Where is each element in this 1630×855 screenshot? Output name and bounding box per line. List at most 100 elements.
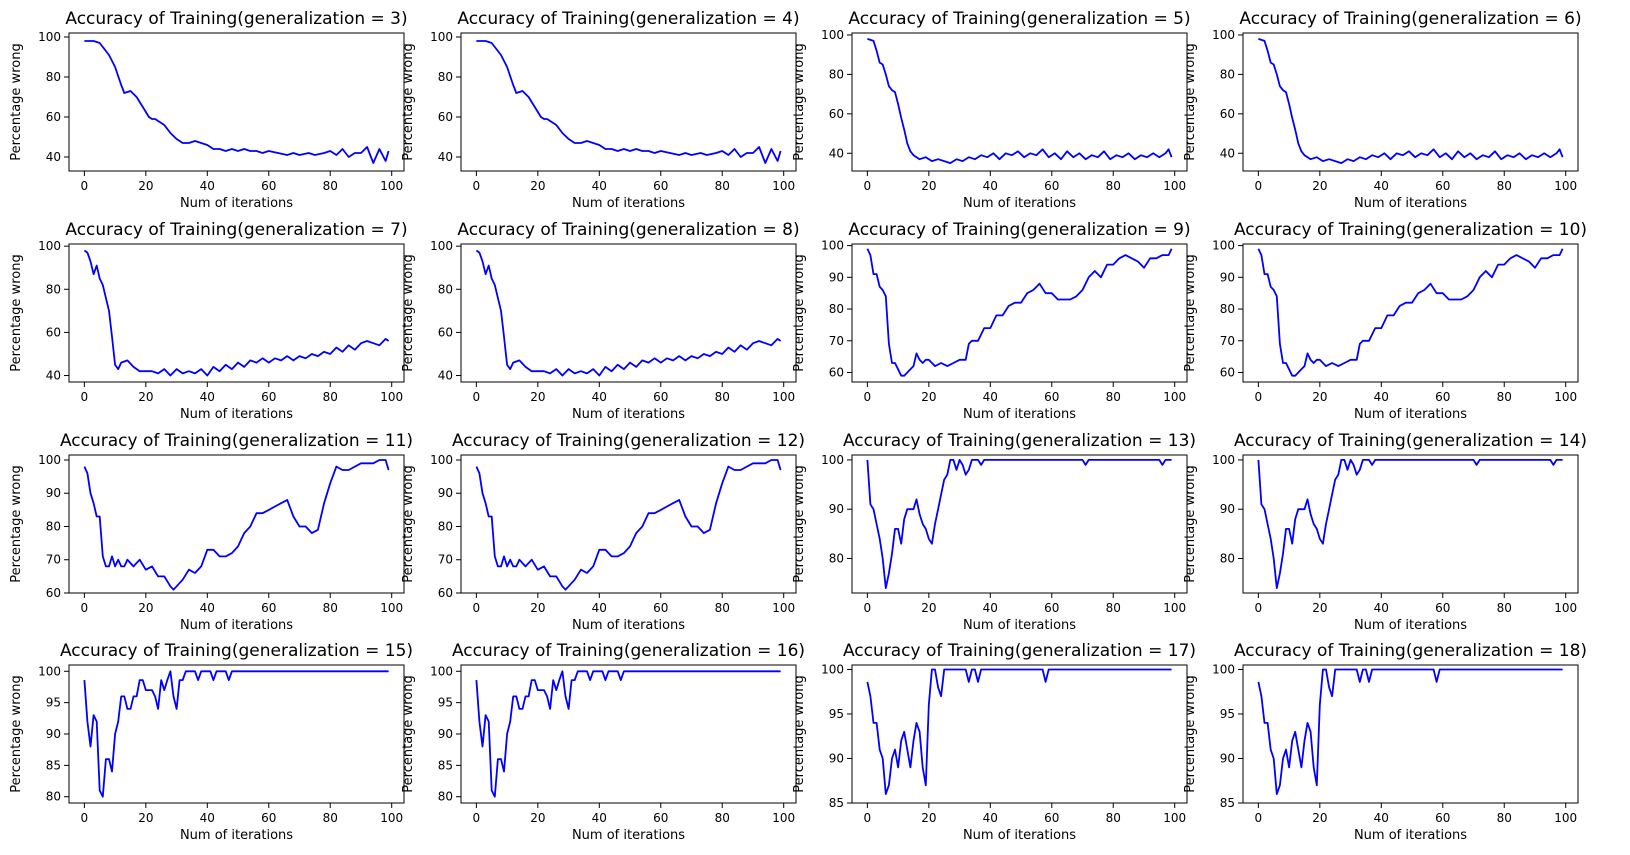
x-tick-label: 80 xyxy=(323,811,338,825)
x-tick-label: 0 xyxy=(473,601,481,615)
x-tick-label: 0 xyxy=(1255,811,1263,825)
y-tick-label: 90 xyxy=(438,486,453,500)
x-tick-label: 0 xyxy=(473,811,481,825)
y-tick-label: 100 xyxy=(1212,453,1235,467)
x-axis-label: Num of iterations xyxy=(180,828,293,843)
x-tick-label: 40 xyxy=(200,601,215,615)
x-tick-label: 80 xyxy=(1106,601,1121,615)
axes-frame xyxy=(460,32,797,172)
y-tick-label: 70 xyxy=(829,334,844,348)
axes-frame xyxy=(460,454,797,594)
y-tick-label: 60 xyxy=(829,365,844,379)
x-tick-label: 60 xyxy=(1435,601,1450,615)
axes-frame xyxy=(68,32,405,172)
x-tick-label: 80 xyxy=(323,179,338,193)
y-tick-label: 100 xyxy=(821,453,844,467)
y-tick-label: 100 xyxy=(430,239,453,253)
y-tick-label: 100 xyxy=(821,239,844,253)
series-line xyxy=(866,458,1172,589)
chart-title: Accuracy of Training(generalization = 16… xyxy=(452,641,805,661)
subplot-4: 0 20 40 60 80 100 40 60 80 100 Accuracy of Trainin… xyxy=(1183,9,1582,211)
x-tick-label: 100 xyxy=(772,179,795,193)
x-tick-label: 100 xyxy=(1163,390,1186,404)
y-axis-label: Percentage wrong xyxy=(9,254,24,371)
y-tick-label: 100 xyxy=(1212,28,1235,42)
y-tick-label: 90 xyxy=(829,502,844,516)
series-line xyxy=(867,38,1173,165)
subplot-11: 0 20 40 60 80 100 80 90 100 Accuracy of Training(… xyxy=(792,431,1196,633)
chart-title: Accuracy of Training(generalization = 11… xyxy=(60,431,413,451)
x-tick-label: 0 xyxy=(81,811,89,825)
series-line xyxy=(866,668,1172,795)
x-tick-label: 80 xyxy=(1106,811,1121,825)
x-tick-label: 80 xyxy=(715,811,730,825)
y-tick-label: 100 xyxy=(1212,239,1235,253)
y-tick-label: 60 xyxy=(46,325,61,339)
x-tick-label: 100 xyxy=(380,811,403,825)
x-tick-label: 80 xyxy=(323,390,338,404)
axes-frame xyxy=(851,664,1188,804)
x-tick-label: 80 xyxy=(1106,390,1121,404)
series-line xyxy=(1257,458,1563,589)
x-tick-label: 20 xyxy=(921,601,936,615)
y-axis-label: Percentage wrong xyxy=(9,43,24,160)
y-tick-label: 70 xyxy=(438,553,453,567)
y-tick-label: 95 xyxy=(829,707,844,721)
chart-title: Accuracy of Training(generalization = 7) xyxy=(65,220,407,240)
x-axis-label: Num of iterations xyxy=(180,407,293,422)
x-tick-label: 60 xyxy=(1435,390,1450,404)
y-tick-label: 60 xyxy=(829,107,844,121)
x-tick-label: 100 xyxy=(380,601,403,615)
x-tick-label: 40 xyxy=(983,811,998,825)
y-tick-label: 90 xyxy=(46,727,61,741)
y-tick-label: 80 xyxy=(438,70,453,84)
y-tick-label: 100 xyxy=(821,28,844,42)
x-tick-label: 20 xyxy=(138,811,153,825)
x-tick-label: 100 xyxy=(772,601,795,615)
y-tick-label: 80 xyxy=(46,282,61,296)
x-axis-label: Num of iterations xyxy=(1354,828,1467,843)
subplot-3: 0 20 40 60 80 100 40 60 80 100 Accuracy of Trainin… xyxy=(792,9,1191,211)
x-tick-label: 40 xyxy=(1374,179,1389,193)
x-axis-label: Num of iterations xyxy=(1354,407,1467,422)
x-tick-label: 100 xyxy=(380,179,403,193)
x-tick-label: 20 xyxy=(530,601,545,615)
subplot-7: 0 20 40 60 80 100 60 70 80 90 100 Accuracy of Train… xyxy=(792,220,1191,422)
y-tick-label: 100 xyxy=(38,239,61,253)
x-tick-label: 40 xyxy=(200,390,215,404)
y-tick-label: 60 xyxy=(438,325,453,339)
y-tick-label: 60 xyxy=(1220,107,1235,121)
x-tick-label: 0 xyxy=(864,179,872,193)
y-tick-label: 95 xyxy=(438,696,453,710)
chart-title: Accuracy of Training(generalization = 6) xyxy=(1239,9,1581,29)
y-tick-label: 80 xyxy=(46,70,61,84)
chart-title: Accuracy of Training(generalization = 8) xyxy=(457,220,799,240)
x-axis-label: Num of iterations xyxy=(963,407,1076,422)
y-tick-label: 90 xyxy=(1220,502,1235,516)
x-tick-label: 100 xyxy=(1163,601,1186,615)
x-axis-label: Num of iterations xyxy=(572,618,685,633)
x-tick-label: 80 xyxy=(1497,601,1512,615)
y-tick-label: 100 xyxy=(821,662,844,676)
x-tick-label: 60 xyxy=(653,179,668,193)
series-line xyxy=(83,459,390,591)
x-tick-label: 80 xyxy=(1497,179,1512,193)
series-line xyxy=(475,670,781,798)
y-tick-label: 85 xyxy=(438,758,453,772)
x-tick-label: 0 xyxy=(81,179,89,193)
y-tick-label: 40 xyxy=(1220,146,1235,160)
y-tick-label: 85 xyxy=(829,796,844,810)
x-tick-label: 0 xyxy=(864,811,872,825)
y-tick-label: 100 xyxy=(430,30,453,44)
x-tick-label: 0 xyxy=(1255,390,1263,404)
y-tick-label: 80 xyxy=(438,790,453,804)
x-tick-label: 0 xyxy=(473,390,481,404)
axes-frame xyxy=(68,454,405,594)
subplot-1: 0 20 40 60 80 100 40 60 80 100 Accuracy of Trainin… xyxy=(9,9,408,211)
x-tick-label: 100 xyxy=(1554,179,1577,193)
y-tick-label: 80 xyxy=(1220,67,1235,81)
x-tick-label: 60 xyxy=(1435,811,1450,825)
y-tick-label: 60 xyxy=(46,586,61,600)
x-tick-label: 60 xyxy=(261,601,276,615)
